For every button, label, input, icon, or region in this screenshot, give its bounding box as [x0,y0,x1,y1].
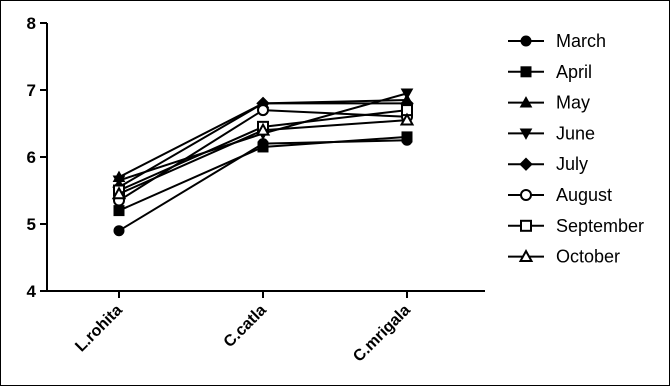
data-point [400,88,414,100]
legend-label: March [556,31,606,51]
y-tick-label: 7 [27,81,36,100]
x-tick-label: C.catla [221,302,270,351]
legend-label: October [556,247,620,267]
legend-entry: September [508,216,644,236]
series-april [113,131,413,217]
axes: 4 5 6 7 8 L.rohita C.catla C.mrigala [27,14,485,365]
y-tick-label: 6 [27,148,36,167]
legend-entry: July [508,154,588,174]
legend-label: May [556,93,590,113]
legend-marker [520,66,532,78]
legend-marker [519,128,533,140]
data-point [255,122,271,136]
series-line [118,139,408,232]
x-tick-label: C.mrigala [350,302,414,366]
legend-marker [519,157,533,171]
legend-label: August [556,185,612,205]
legend-label: July [556,154,588,174]
legend-entry: June [508,123,595,143]
series-august [113,104,413,207]
data-point [257,104,269,117]
legend-label: June [556,123,595,143]
legend-marker [518,249,534,262]
legend-label: April [556,62,592,82]
data-point [113,225,125,237]
y-tick-label: 4 [27,282,37,301]
legend-entry: March [508,31,606,51]
legend-marker [520,189,532,201]
legend-entry: May [508,93,590,113]
series-october [111,112,415,200]
legend: March April May June July August September Octo… [508,31,644,267]
y-tick-label: 5 [27,215,36,234]
data-point [401,131,413,143]
data-point [113,205,125,217]
legend-entry: August [508,185,612,205]
legend-entry: October [508,247,620,267]
data-point [399,112,415,126]
x-tick-label: L.rohita [72,302,126,356]
legend-marker [519,96,533,108]
data-point [111,186,127,200]
series-layer [111,88,415,237]
y-tick-label: 8 [27,14,36,33]
legend-marker [520,35,532,47]
legend-marker [520,219,532,232]
legend-label: September [556,216,644,236]
legend-entry: April [508,62,592,82]
data-point [257,141,269,153]
